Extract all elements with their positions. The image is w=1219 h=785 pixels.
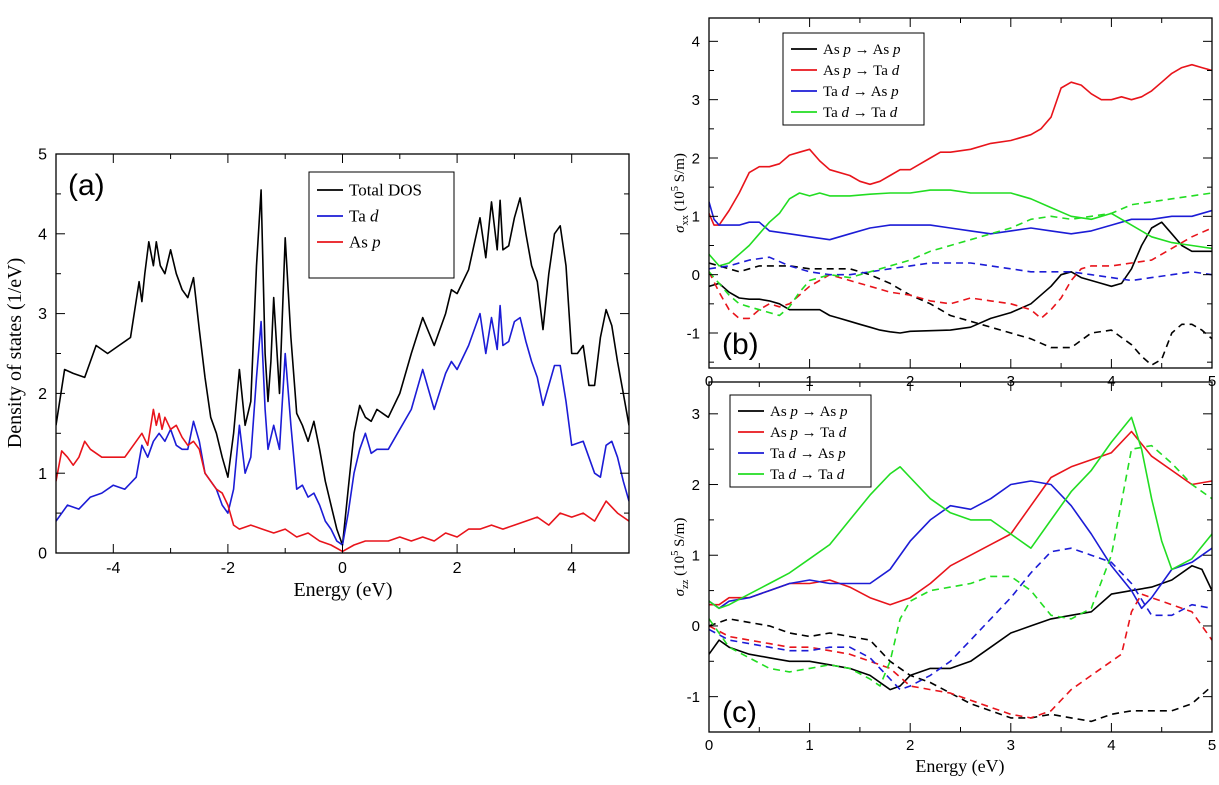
series-group [709, 63, 1212, 366]
y-tick-label: -1 [687, 325, 700, 342]
y-tick-label: 3 [692, 406, 700, 423]
panel-label: (b) [722, 328, 759, 361]
series-line-blue-solid [56, 304, 629, 546]
series-line-green-solid [709, 416, 1212, 610]
legend: As p → As p As p → Ta d Ta d → As p Ta d → … [729, 394, 872, 488]
series-line-blue-solid [709, 201, 1212, 241]
y-tick-label: 2 [38, 386, 47, 403]
y-tick-label: -1 [687, 689, 700, 706]
x-tick-label: -4 [106, 560, 120, 577]
y-tick-label: 0 [38, 546, 47, 563]
series-line-red-dashed [709, 227, 1212, 320]
series-line-red-solid [709, 63, 1212, 226]
tick-marks [55, 153, 630, 554]
series-line-green-dashed [709, 444, 1212, 687]
legend-label: As p → As p [823, 42, 901, 58]
y-tick-label: 4 [38, 226, 47, 243]
panel-label: (c) [722, 696, 757, 729]
series-line-green-solid [709, 189, 1212, 267]
x-tick-label: 4 [567, 560, 576, 577]
series-line-red-dashed [709, 593, 1212, 719]
x-tick-label: 2 [906, 737, 914, 754]
y-tick-label: 1 [692, 547, 700, 564]
x-axis-label: Energy (eV) [293, 579, 392, 601]
x-tick-label: 0 [338, 560, 347, 577]
y-axis-label: σzz (105 S/m) [670, 518, 691, 597]
legend-label: Ta d → Ta d [823, 105, 898, 121]
series-group [56, 189, 629, 553]
x-tick-label: 0 [705, 737, 713, 754]
x-tick-label: 3 [1007, 737, 1015, 754]
x-tick-label: 1 [805, 737, 813, 754]
y-tick-label: 3 [38, 306, 47, 323]
y-tick-label: 4 [692, 34, 700, 51]
panel-label: (a) [68, 169, 105, 202]
series-line-blue-dashed [709, 256, 1212, 282]
y-tick-label: 2 [692, 477, 700, 494]
tick-marks [708, 382, 1213, 733]
x-tick-label: -2 [221, 560, 235, 577]
tick-marks [708, 18, 1213, 368]
legend-label: As p → Ta d [823, 63, 900, 79]
y-tick-label: 5 [38, 147, 47, 164]
series-line-green-dashed [709, 192, 1212, 317]
series-line-red-solid [56, 408, 629, 553]
series-group [709, 416, 1212, 723]
x-tick-label: 4 [1107, 737, 1115, 754]
x-axis-label: Energy (eV) [915, 756, 1004, 777]
y-axis-label: σxx (105 S/m) [670, 153, 691, 233]
series-line-black-dashed [709, 618, 1212, 723]
legend-label: As p → As p [770, 404, 848, 420]
legend-label: As p → Ta d [770, 425, 847, 441]
legend-label: Ta d → As p [770, 446, 846, 462]
y-tick-label: 0 [692, 267, 700, 284]
legend-label: Ta d → As p [823, 84, 899, 100]
legend: As p → As p As p → Ta d Ta d → As p Ta d → … [782, 32, 925, 126]
y-tick-label: 2 [692, 150, 700, 167]
x-tick-label: 5 [1208, 737, 1216, 754]
legend-label: Ta d → Ta d [770, 467, 845, 483]
series-line-black-dashed [709, 262, 1212, 366]
legend: Total DOS Ta d As p [308, 171, 455, 279]
y-tick-label: 3 [692, 92, 700, 109]
series-line-black-solid [709, 564, 1212, 691]
legend-label: As p [349, 233, 381, 252]
y-tick-label: 1 [692, 209, 700, 226]
series-line-blue-dashed [709, 547, 1212, 691]
legend-label: Total DOS [349, 181, 422, 200]
chart-panel-a: -4 -2 0 2 4 0 1 2 3 4 5 Energy (eV) Density of state… [4, 147, 630, 601]
y-axis-label: Density of states (1/eV) [4, 258, 26, 449]
y-tick-label: 0 [692, 618, 700, 635]
y-tick-label: 1 [38, 466, 47, 483]
legend-label: Ta d [349, 207, 379, 226]
series-line-black-solid [56, 189, 629, 546]
series-line-blue-solid [709, 480, 1212, 610]
series-line-black-solid [709, 221, 1212, 334]
x-tick-label: 2 [453, 560, 462, 577]
